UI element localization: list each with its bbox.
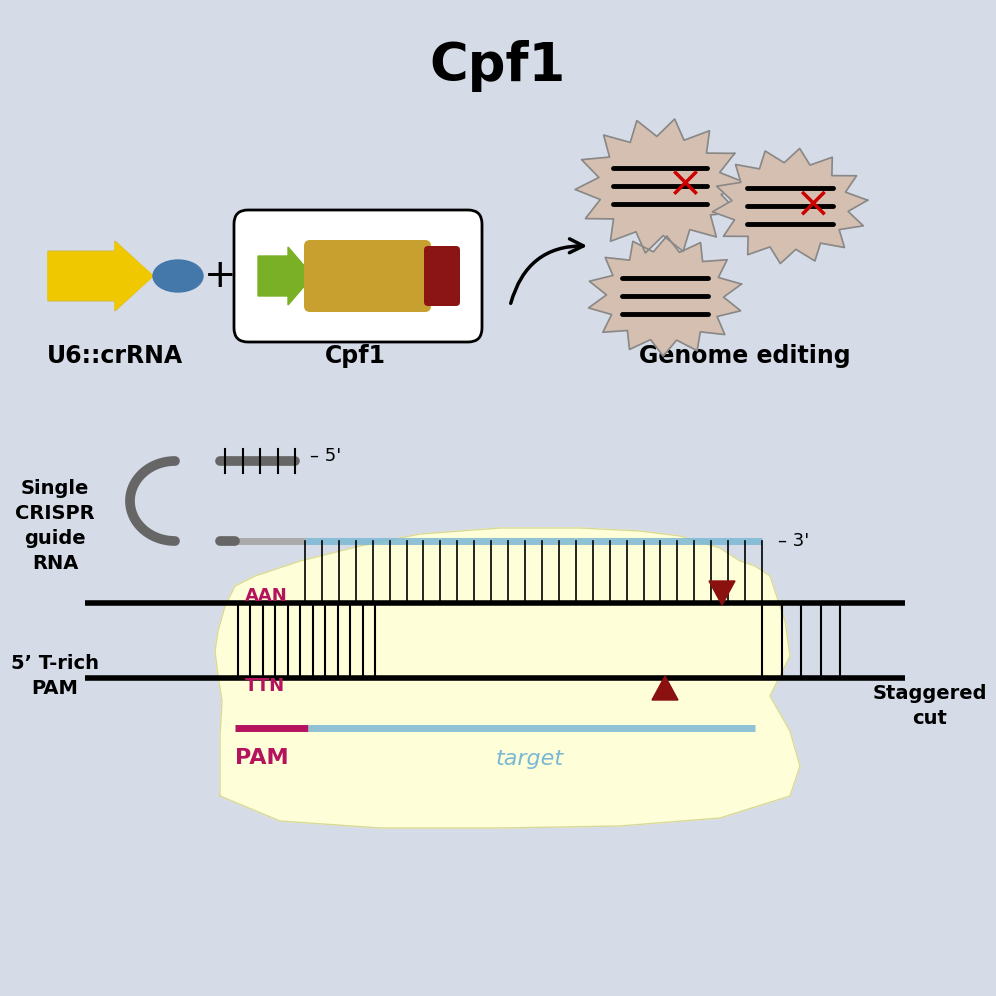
- Polygon shape: [215, 528, 800, 828]
- Polygon shape: [589, 236, 741, 356]
- Text: – 3': – 3': [778, 532, 809, 550]
- FancyArrow shape: [258, 247, 313, 305]
- Text: +: +: [204, 257, 236, 295]
- Polygon shape: [712, 148, 868, 264]
- Text: Single
CRISPR
guide
RNA: Single CRISPR guide RNA: [15, 479, 95, 573]
- Polygon shape: [575, 119, 745, 253]
- Text: TTN: TTN: [245, 677, 285, 695]
- Text: Staggered
cut: Staggered cut: [872, 684, 987, 728]
- FancyArrow shape: [48, 242, 153, 310]
- Text: Cpf1: Cpf1: [325, 344, 385, 368]
- FancyBboxPatch shape: [424, 246, 460, 306]
- Text: 5’ T-rich
PAM: 5’ T-rich PAM: [11, 654, 99, 698]
- Text: Cpf1: Cpf1: [430, 40, 566, 92]
- Polygon shape: [709, 581, 735, 605]
- Text: – 5': – 5': [310, 447, 342, 465]
- FancyArrow shape: [48, 241, 153, 311]
- Ellipse shape: [153, 260, 203, 292]
- FancyBboxPatch shape: [234, 210, 482, 342]
- Text: U6::crRNA: U6::crRNA: [47, 344, 183, 368]
- FancyBboxPatch shape: [304, 240, 431, 312]
- Polygon shape: [652, 676, 678, 700]
- Text: Genome editing: Genome editing: [639, 344, 851, 368]
- Text: PAM: PAM: [235, 748, 289, 768]
- Text: AAN: AAN: [245, 587, 288, 605]
- Text: target: target: [496, 749, 564, 769]
